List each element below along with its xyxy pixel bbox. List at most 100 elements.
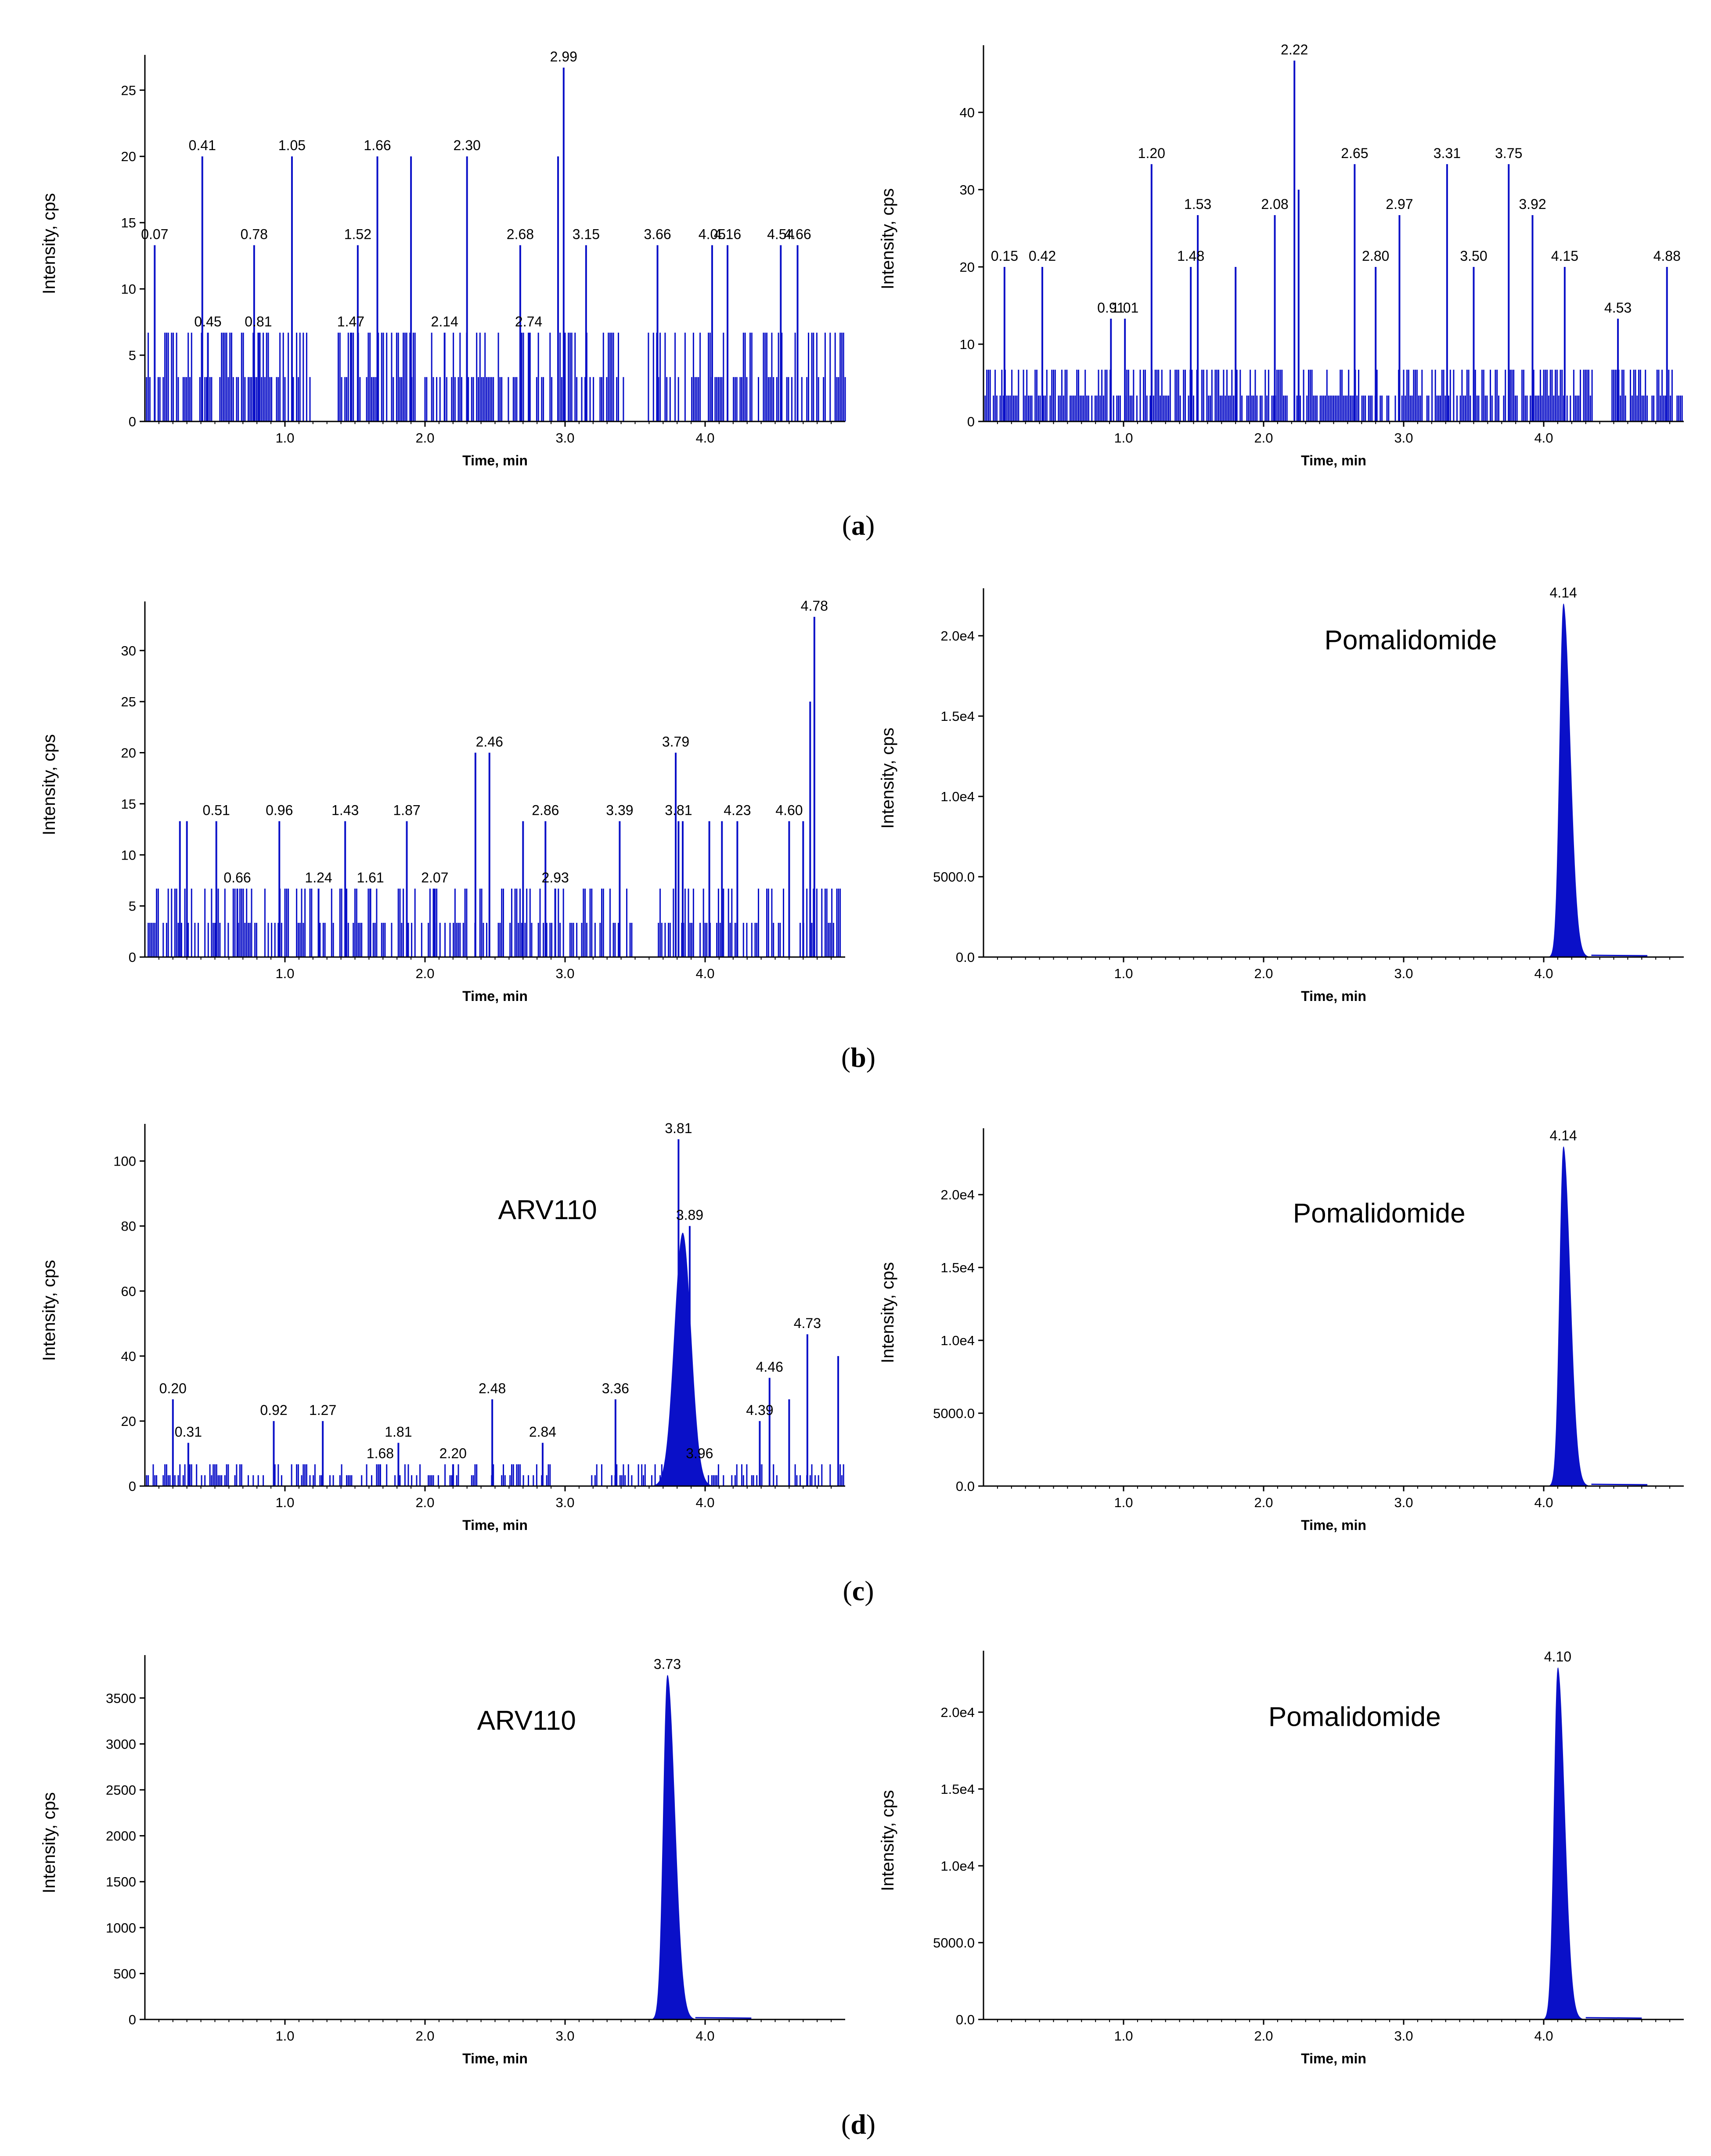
y-tick-label: 10 [960, 337, 975, 352]
peak-label: 4.78 [801, 598, 828, 614]
x-axis-label: Time, min [1301, 1517, 1366, 1533]
y-tick-label: 3500 [106, 1691, 136, 1706]
chart-b-left: 1.0 2.0 3.0 4.0 0 5 10 15 20 25 30 Time, min Intensi… [40, 598, 845, 1004]
peak-label: 4.54 [767, 226, 794, 242]
y-tick-label: 25 [121, 694, 136, 709]
y-tick-label: 500 [113, 1966, 136, 1981]
x-tick-label: 4.0 [695, 966, 714, 981]
peak-label: 1.68 [367, 1445, 394, 1461]
y-tick-label: 5000.0 [933, 1935, 975, 1951]
peak-label: 1.47 [337, 314, 364, 330]
peak-label: 2.74 [515, 314, 542, 330]
peak-label: 4.14 [1550, 1128, 1577, 1144]
peak-label: 4.73 [794, 1315, 821, 1331]
y-tick-label: 2.0e4 [940, 1705, 975, 1720]
peak-area [1535, 1146, 1648, 1486]
x-axis-label: Time, min [462, 1517, 528, 1533]
peak-label: 0.66 [223, 870, 251, 885]
compound-label: ARV110 [477, 1706, 576, 1736]
x-axis-label: Time, min [462, 453, 528, 468]
peak-label: 0.15 [991, 248, 1018, 264]
peak-label: 4.53 [1604, 300, 1632, 316]
peak-label: 2.48 [479, 1380, 506, 1396]
x-tick-label: 1.0 [1114, 966, 1133, 981]
peak-label: 0.07 [141, 226, 168, 242]
x-tick-label: 3.0 [555, 1495, 574, 1510]
y-tick-label: 0.0 [956, 2012, 975, 2027]
peak-label: 4.23 [724, 802, 751, 818]
peak-label: 0.51 [203, 802, 230, 818]
peak-label: 0.92 [260, 1402, 287, 1418]
peak-label: 2.30 [454, 137, 481, 153]
chart-c-right: 1.0 2.0 3.0 4.0 0.0 5000.0 1.0e4 1.5e4 2.0e4 Time… [878, 1128, 1684, 1533]
compound-label: Pomalidomide [1268, 1702, 1441, 1732]
peak-label: 3.89 [676, 1207, 703, 1223]
y-tick-label: 20 [121, 745, 136, 761]
x-tick-label: 3.0 [1394, 2028, 1413, 2044]
peak-label: 3.79 [662, 734, 689, 750]
x-tick-label: 4.0 [1534, 2028, 1553, 2044]
peak-label: 3.81 [665, 1120, 692, 1136]
y-tick-label: 100 [113, 1154, 136, 1169]
y-axis-label: Intensity, cps [878, 1790, 897, 1891]
y-tick-label: 25 [121, 83, 136, 98]
peak-label: 2.65 [1341, 145, 1368, 161]
y-tick-label: 1.5e4 [940, 709, 975, 724]
x-tick-label: 2.0 [1254, 430, 1273, 446]
peak-label: 2.20 [439, 1445, 467, 1461]
peak-label: 3.36 [602, 1380, 629, 1396]
y-tick-label: 0 [129, 2012, 136, 2027]
peak-label: 1.52 [344, 226, 371, 242]
y-axis-label: Intensity, cps [40, 1260, 59, 1361]
peak-label: 4.46 [756, 1359, 783, 1375]
peak-label: 1.24 [305, 870, 332, 885]
caption-d: (d) [841, 2109, 875, 2140]
chart-d-right: 1.0 2.0 3.0 4.0 0.0 5000.0 1.0e4 1.5e4 2.0e4 Time… [878, 1649, 1684, 2066]
peak-area [639, 1675, 752, 2019]
peak-label: 4.88 [1653, 248, 1681, 264]
x-tick-label: 1.0 [1114, 430, 1133, 446]
chart-a-right: 1.0 2.0 3.0 4.0 0 10 20 30 40 Time, min Intensity,… [878, 42, 1684, 468]
x-tick-label: 2.0 [415, 966, 434, 981]
x-axis-label: Time, min [1301, 2051, 1366, 2066]
y-tick-label: 20 [121, 149, 136, 164]
x-tick-label: 4.0 [1534, 430, 1553, 446]
peak-label: 4.16 [714, 226, 741, 242]
y-tick-label: 0 [129, 414, 136, 429]
peak-label: 0.45 [194, 314, 221, 330]
peak-label: 1.61 [357, 870, 384, 885]
y-tick-label: 5000.0 [933, 1406, 975, 1421]
peak-label: 1.81 [385, 1424, 412, 1440]
peak-label: 4.60 [775, 802, 803, 818]
y-axis-label: Intensity, cps [878, 188, 897, 289]
y-axis-label: Intensity, cps [40, 734, 59, 835]
y-tick-label: 30 [960, 182, 975, 198]
x-tick-label: 3.0 [555, 2028, 574, 2044]
caption-a: (a) [842, 510, 875, 541]
peak-label: 0.96 [266, 802, 293, 818]
y-tick-label: 0 [129, 950, 136, 965]
x-axis-label: Time, min [462, 988, 528, 1004]
compound-label: ARV110 [498, 1195, 597, 1225]
peak-label: 1.53 [1184, 196, 1211, 212]
peak-label: 2.08 [1261, 196, 1288, 212]
x-tick-label: 2.0 [415, 1495, 434, 1510]
x-tick-label: 3.0 [1394, 430, 1413, 446]
y-axis-label: Intensity, cps [40, 1792, 59, 1893]
x-tick-label: 2.0 [1254, 1495, 1273, 1510]
peak-label: 2.93 [542, 870, 569, 885]
y-axis-label: Intensity, cps [878, 1262, 897, 1363]
y-tick-label: 2000 [106, 1828, 136, 1844]
noise-trace [144, 332, 846, 421]
y-tick-label: 30 [121, 643, 136, 659]
peak-label: 0.42 [1029, 248, 1056, 264]
x-tick-label: 4.0 [1534, 1495, 1553, 1510]
peak-label: 4.14 [1550, 585, 1577, 601]
chart-d-left: 1.0 2.0 3.0 4.0 0 500 1000 1500 2000 2500 3000 3500… [40, 1655, 845, 2066]
caption-b: (b) [841, 1042, 875, 1073]
x-axis-label: Time, min [1301, 453, 1366, 468]
y-tick-label: 0 [129, 1479, 136, 1494]
x-tick-label: 3.0 [1394, 966, 1413, 981]
peak-label: 1.05 [278, 137, 306, 153]
caption-c: (c) [843, 1575, 874, 1606]
